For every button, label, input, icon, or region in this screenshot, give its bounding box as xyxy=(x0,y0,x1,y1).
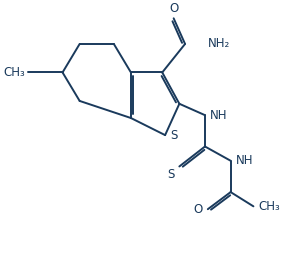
Text: O: O xyxy=(194,203,203,216)
Text: CH₃: CH₃ xyxy=(4,66,25,79)
Text: NH: NH xyxy=(210,109,228,122)
Text: S: S xyxy=(170,129,178,142)
Text: NH₂: NH₂ xyxy=(208,37,230,50)
Text: NH: NH xyxy=(236,154,253,167)
Text: O: O xyxy=(169,2,178,16)
Text: CH₃: CH₃ xyxy=(259,200,280,213)
Text: S: S xyxy=(167,168,174,181)
